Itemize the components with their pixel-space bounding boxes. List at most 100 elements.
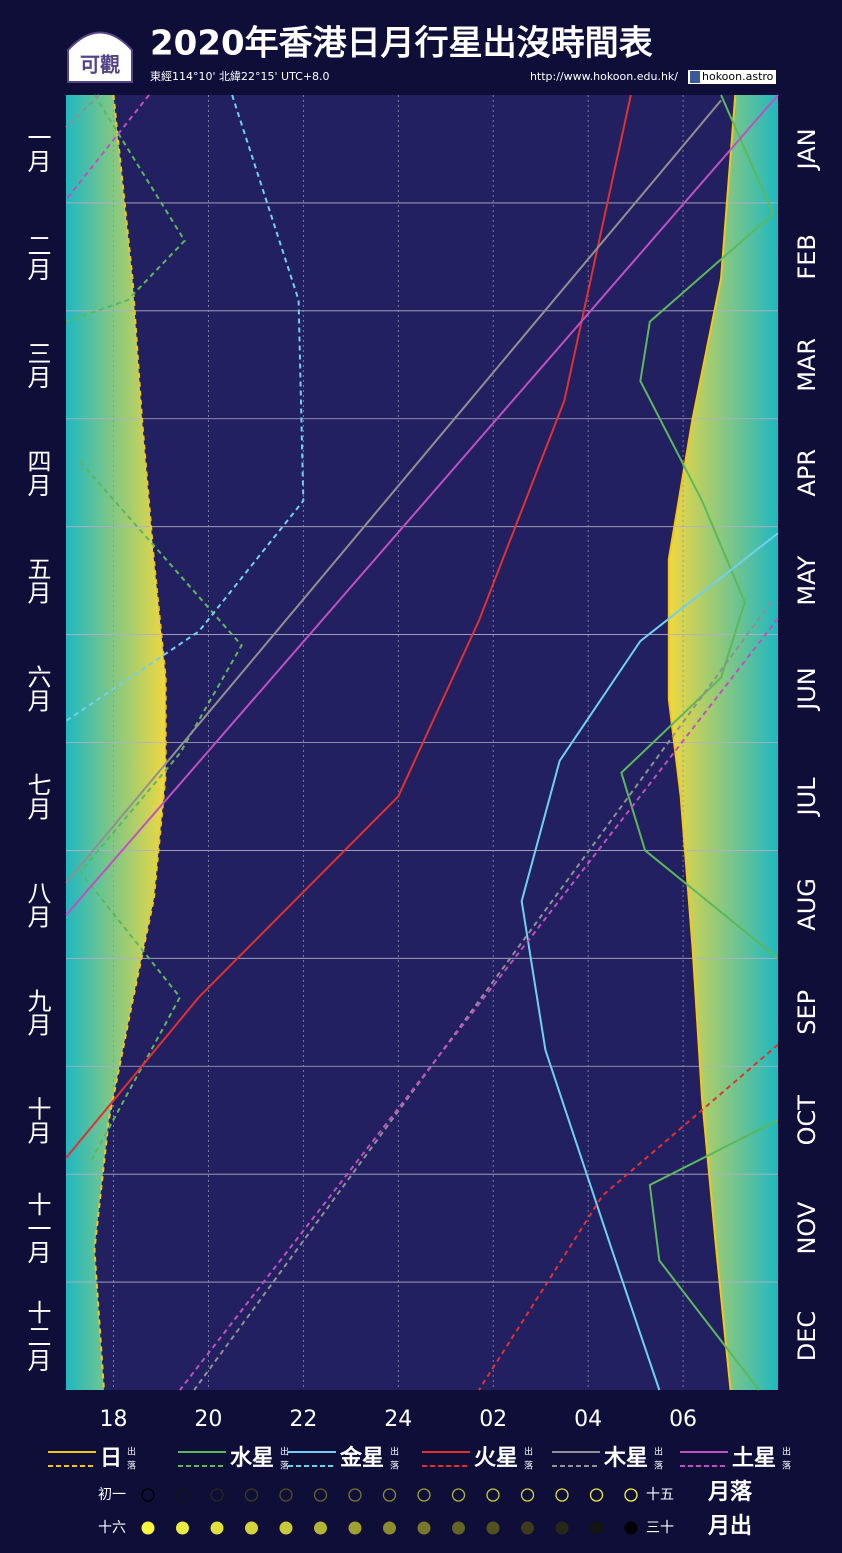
moon-set-dot [141,1488,155,1502]
moon-set-dot [279,1488,293,1502]
moon-legend-label: 十五 [646,1487,674,1503]
url: http://www.hokoon.edu.hk/ [530,70,678,83]
moon-rise-dot [521,1521,534,1535]
moon-legend-label: 三十 [646,1520,674,1536]
moon-set-dot [210,1488,224,1502]
legend-set: 落 [654,1460,663,1472]
month-label-zh: 十二月 [23,1300,51,1372]
rise-line [667,94,737,1391]
logo: 可觀 [67,31,133,83]
rise-line [65,94,632,1159]
legend-set: 落 [127,1460,136,1472]
moon-rise-dot [210,1521,224,1535]
moon-rise-dot [590,1521,603,1535]
set-line [65,94,772,1391]
moon-rise-dot [417,1521,431,1535]
month-label-en: FEB [793,234,821,279]
month-label-en: AUG [793,878,821,931]
legend-set: 落 [390,1460,399,1472]
month-label-zh: 六月 [23,665,51,713]
x-tick-label: 18 [99,1407,127,1432]
month-label-en: OCT [793,1095,821,1146]
legend-label: 火星 [474,1446,518,1471]
legend-rise: 出 [654,1446,663,1458]
month-label-zh: 一月 [23,125,51,173]
legend-rise: 出 [127,1446,136,1458]
month-label-en: SEP [793,990,821,1035]
moon-rise-dot [348,1521,362,1535]
month-label-zh: 九月 [23,988,51,1036]
legend-set: 落 [280,1460,289,1472]
moon-rise-dot [486,1521,500,1535]
legend-label: 日 [100,1446,122,1471]
moon-rise-dot [452,1521,465,1535]
legend-label: 土星 [732,1446,776,1471]
month-label-zh: 二月 [23,233,51,281]
moon-set-dot [417,1488,431,1502]
facebook-icon [690,71,700,83]
moon-legend-label: 月落 [707,1480,753,1505]
set-line [65,94,779,1391]
month-label-en: JAN [793,128,821,171]
month-label-en: MAR [793,338,821,392]
moon-set-dot [589,1488,604,1502]
moon-set-dot [313,1488,328,1502]
moon-set-dot [244,1488,259,1502]
legend-set: 落 [524,1460,533,1472]
moon-legend-label: 月出 [707,1514,752,1539]
moon-rise-dot [555,1521,569,1535]
moon-rise-dot [624,1521,638,1535]
moon-set-dot [520,1488,535,1502]
legend-rise: 出 [524,1446,533,1458]
legend-label: 金星 [339,1445,384,1471]
moon-legend-label: 十六 [98,1520,126,1536]
month-label-zh: 八月 [23,880,51,928]
month-label-zh: 十一月 [23,1192,51,1264]
rise-line [65,94,779,916]
moon-set-dot [486,1488,500,1502]
moon-set-dot [382,1488,397,1502]
x-tick-label: 04 [574,1407,602,1432]
month-label-en: JUN [793,667,821,712]
moon-set-dot [555,1488,569,1502]
month-label-zh: 七月 [23,772,51,820]
logo-text: 可觀 [80,53,120,77]
month-label-en: MAY [793,555,821,605]
month-label-en: APR [793,449,821,497]
x-tick-label: 06 [669,1407,697,1432]
set-line [65,94,305,722]
month-label-en: NOV [793,1201,821,1254]
moon-rise-dot [141,1521,155,1535]
set-line [65,94,243,1164]
month-label-en: JUL [793,777,821,818]
facebook: hokoon.astro [702,70,774,83]
x-tick-label: 22 [289,1407,317,1432]
x-tick-label: 20 [194,1407,222,1432]
month-label-zh: 五月 [23,557,51,605]
legend-set: 落 [782,1460,791,1472]
legend-rise: 出 [390,1446,399,1458]
legend-rise: 出 [782,1446,791,1458]
x-tick-label: 24 [384,1407,412,1432]
facebook-box [688,70,776,84]
x-tick-label: 02 [479,1407,507,1432]
moon-set-dot [451,1488,466,1502]
chart-title: 2020年香港日月行星出沒時間表 [150,24,653,64]
rise-line [65,99,722,884]
legend-label: 木星 [603,1446,648,1471]
moon-rise-dot [314,1521,327,1535]
month-label-en: DEC [793,1311,821,1361]
rise-line [520,532,779,1391]
moon-rise-dot [279,1521,293,1535]
moon-set-dot [348,1488,362,1502]
moon-set-dot [624,1488,638,1502]
month-label-zh: 十月 [23,1096,51,1144]
moon-rise-dot [245,1521,258,1535]
subtitle: 東經114°10' 北緯22°15' UTC+8.0 [150,69,330,83]
month-label-zh: 三月 [23,341,51,389]
moon-set-dot [175,1488,190,1502]
legend-rise: 出 [280,1446,289,1458]
moon-rise-dot [383,1521,396,1535]
legend-label: 水星 [230,1446,274,1471]
